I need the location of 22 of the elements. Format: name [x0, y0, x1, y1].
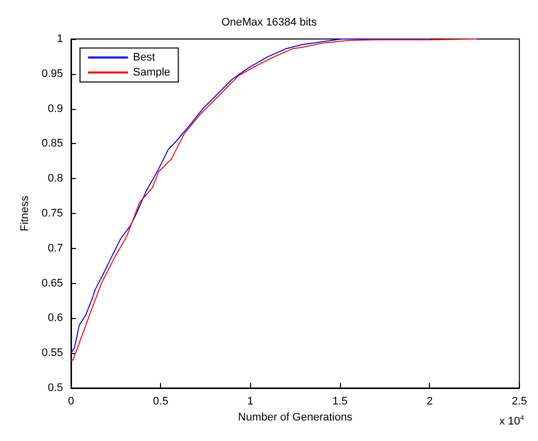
y-axis-title: Fitness [19, 195, 32, 232]
x-tick-label: 1 [247, 396, 254, 408]
x-tick-label: 1.5 [332, 396, 348, 408]
y-tick-label: 1 [56, 33, 63, 45]
y-tick-label: 0.95 [42, 68, 63, 80]
x-tick-label: 0 [68, 396, 74, 408]
y-tick-label: 0.5 [48, 382, 63, 394]
x-tick-label: 0.5 [153, 396, 168, 408]
x-tick-label: 2.5 [512, 396, 528, 408]
y-tick-label: 0.65 [42, 277, 63, 290]
y-tick-label: 0.8 [48, 172, 63, 185]
y-tick-label: 0.6 [48, 312, 63, 324]
legend-label: Best [133, 52, 156, 64]
y-tick-label: 0.75 [42, 208, 63, 220]
x-axis-title: Number of Generations [238, 412, 353, 424]
y-tick-label: 0.55 [42, 347, 63, 360]
x-tick-label: 2 [426, 396, 433, 408]
y-tick-label: 0.7 [48, 242, 63, 254]
y-tick-label: 0.85 [42, 138, 63, 150]
y-tick-label: 0.9 [48, 102, 63, 115]
chart-title: OneMax 16384 bits [221, 16, 318, 28]
legend-label: Sample [133, 66, 170, 78]
